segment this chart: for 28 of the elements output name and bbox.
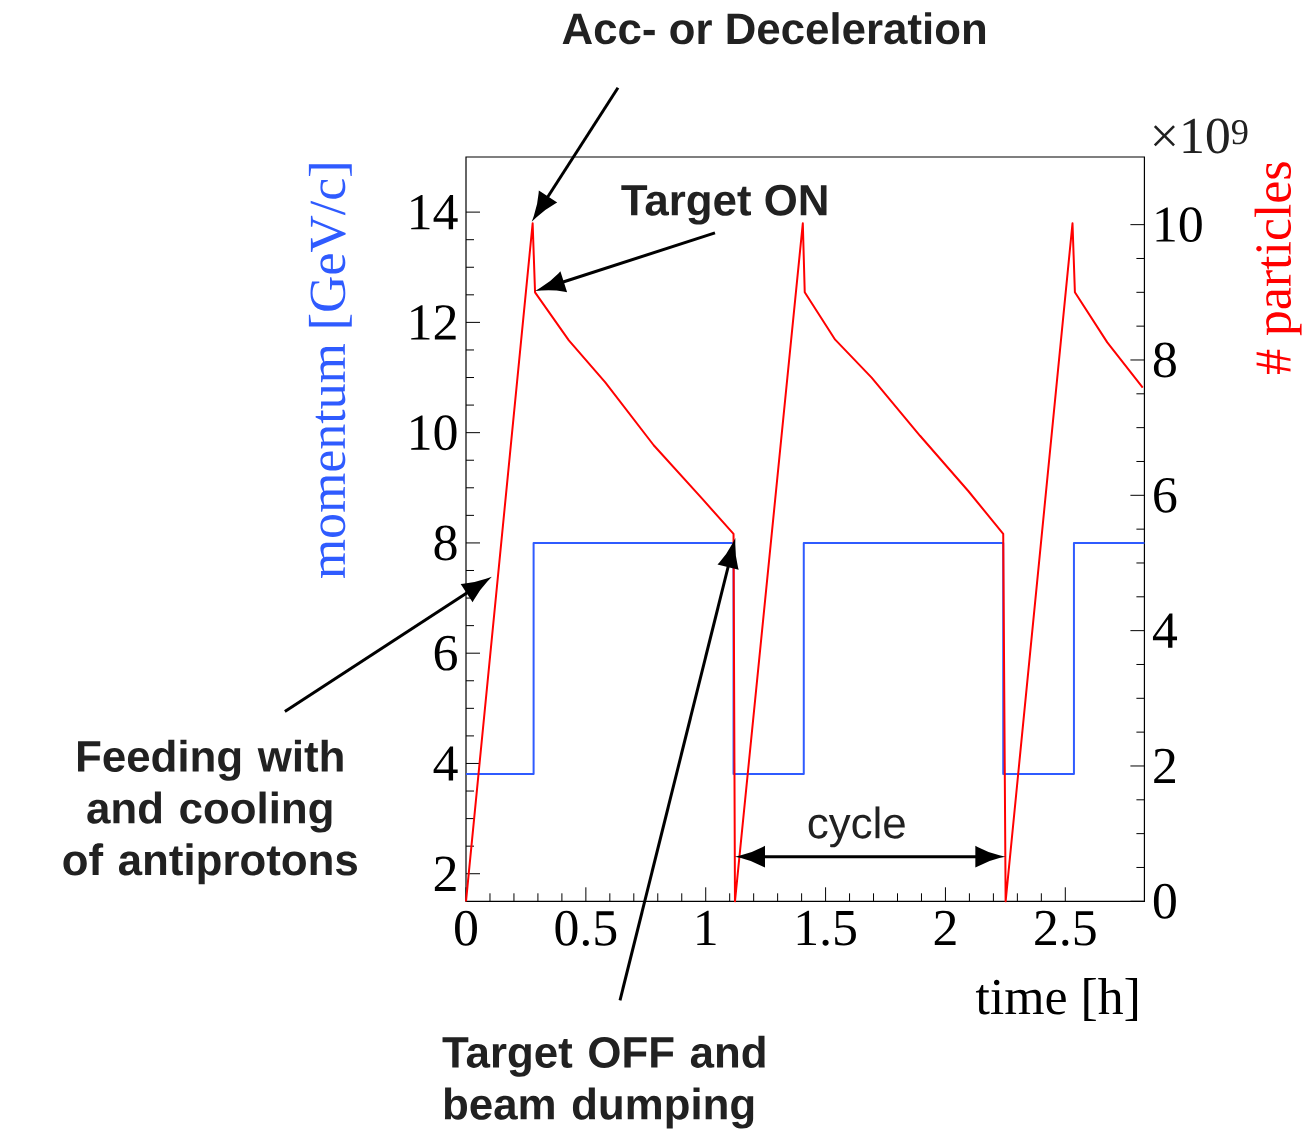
x-axis-title: time [h] [975, 978, 1138, 1021]
y2-tick-label: 6 [1154, 477, 1177, 513]
y2-tick-label: 2 [1154, 748, 1175, 784]
y-tick-label: 10 [411, 415, 457, 451]
text: Acc- or Deceleration [562, 12, 986, 45]
x-tick-label: 0.5 [555, 910, 617, 947]
y-tick-label: 6 [434, 635, 457, 671]
text: Target OFF and beam dumping [442, 1035, 765, 1129]
annotation: cycle [808, 806, 905, 848]
x-tick-label: 2.5 [1035, 910, 1096, 946]
y2-tick-label: 8 [1153, 342, 1176, 378]
y-tick-label: 14 [411, 195, 458, 230]
y-tick-label: 2 [434, 856, 456, 891]
y-tick-label: 12 [411, 305, 456, 340]
x-tick-label: 0 [455, 910, 477, 946]
y2-tick-label: 10 [1156, 207, 1202, 243]
y2-tick-label: 4 [1152, 613, 1178, 648]
annotation: Target ON [621, 184, 827, 225]
x-tick-label: 1.5 [797, 910, 856, 946]
y-tick-label: 4 [433, 746, 458, 781]
x-tick-label: 1 [697, 910, 716, 946]
y2-axis-title: # particles [1254, 162, 1302, 374]
text: Feeding with and cooling of antiprotons [63, 739, 357, 885]
y-axis-title: momentum [GeV/c] [308, 164, 352, 579]
x-tick-label: 2 [934, 910, 956, 946]
text: ×10$^{9}$ [1153, 118, 1248, 154]
y2-tick-label: 0 [1153, 883, 1176, 919]
y-tick-label: 8 [434, 525, 457, 561]
